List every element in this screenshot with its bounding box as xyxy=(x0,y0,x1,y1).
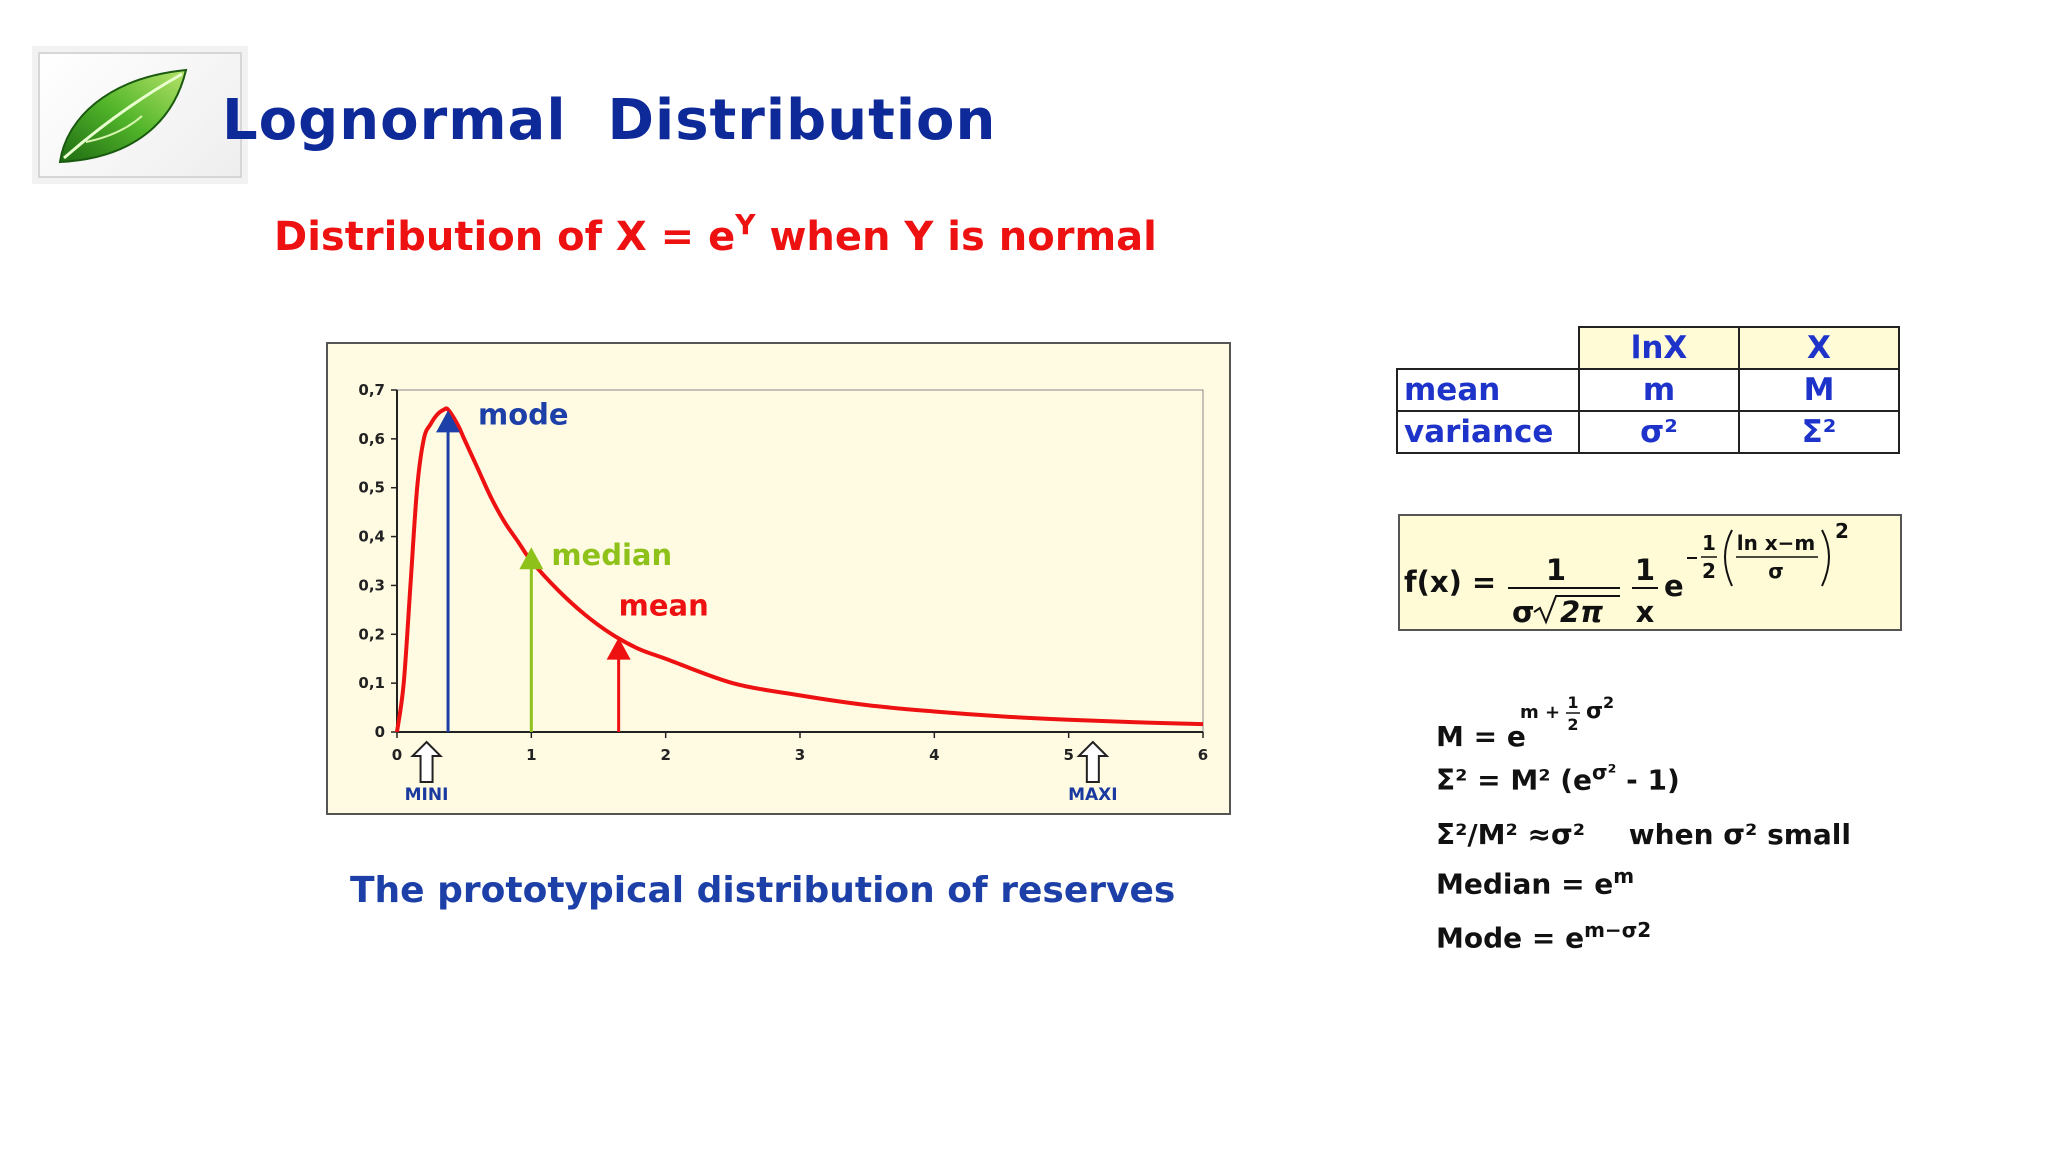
chart-axes: 0 1 2 3 4 5 6 0 0,1 0,2 0,3 0,4 0,5 0,6 0,7 xyxy=(358,381,1208,764)
cell-mean-lnx: m xyxy=(1578,368,1740,412)
subtitle-superscript: Y xyxy=(735,208,756,241)
pdf-formula: f(x) = 1 σ 2π 1 x e 1 2 ln x−m σ 2 xyxy=(1404,519,1849,629)
mode-arrow-head xyxy=(436,410,461,433)
lognormal-chart: 0 1 2 3 4 5 6 0 0,1 0,2 0,3 0,4 0,5 0,6 0,7 mode median… xyxy=(326,342,1231,815)
pdf-exp-inner-num: ln x−m xyxy=(1737,531,1816,555)
parameters-table: lnX X mean m M variance σ² Σ² xyxy=(1396,326,1900,454)
mean-relation-exp-m: m + xyxy=(1520,702,1560,723)
mini-label: MINI xyxy=(405,785,449,805)
mean-relation: M = e m + 1 2 σ 2 xyxy=(1436,690,1736,754)
slide-title: Lognormal Distribution xyxy=(222,88,997,153)
maxi-label: MAXI xyxy=(1068,785,1118,805)
x-tick-label: 2 xyxy=(660,746,670,764)
variance-relation-tail: - 1) xyxy=(1616,763,1680,797)
pdf-num2: 1 xyxy=(1635,553,1655,587)
square-root-icon xyxy=(1533,595,1620,625)
pdf-num1: 1 xyxy=(1546,553,1566,587)
median-relation-text: Median = e xyxy=(1436,867,1614,901)
plot-area xyxy=(396,389,1204,733)
x-tick-label: 4 xyxy=(929,746,939,764)
table-row: mean m M xyxy=(1396,368,1900,412)
row-label-variance: variance xyxy=(1396,410,1580,454)
subtitle-text: Distribution of X = e xyxy=(274,214,736,260)
cell-variance-x: Σ² xyxy=(1738,410,1900,454)
column-header-lnx: lnX xyxy=(1578,326,1740,370)
median-relation-exp: m xyxy=(1613,864,1635,888)
left-paren-icon xyxy=(1724,529,1733,587)
y-tick-label: 0,6 xyxy=(358,430,385,448)
y-tick-label: 0,5 xyxy=(358,479,385,497)
pdf-e: e xyxy=(1664,569,1684,603)
mode-relation: Mode = em−σ2 xyxy=(1436,918,1651,954)
pdf-formula-box: f(x) = 1 σ 2π 1 x e 1 2 ln x−m σ 2 xyxy=(1398,514,1902,631)
chart-marks: mode median mean MINI MAXI xyxy=(395,397,1204,805)
mean-relation-half-num: 1 xyxy=(1567,693,1578,712)
column-header-x: X xyxy=(1738,326,1900,370)
ratio-relation-condition: when σ² small xyxy=(1628,818,1852,851)
x-tick-label: 0 xyxy=(392,746,402,764)
mean-relation-exp-sigma: σ xyxy=(1586,699,1603,724)
x-tick-label: 1 xyxy=(526,746,536,764)
x-tick-label: 3 xyxy=(795,746,805,764)
x-tick-label: 5 xyxy=(1063,746,1073,764)
y-tick-label: 0,4 xyxy=(358,528,385,546)
chart-caption: The prototypical distribution of reserve… xyxy=(350,870,1176,911)
lognormal-curve xyxy=(395,406,1204,733)
y-tick-label: 0,7 xyxy=(358,381,385,399)
table-corner xyxy=(1397,327,1580,370)
mode-relation-text: Mode = e xyxy=(1436,921,1585,955)
pdf-den1-root: 2π xyxy=(1560,595,1603,629)
pdf-den2: x xyxy=(1636,595,1655,629)
mean-relation-half-den: 2 xyxy=(1567,715,1578,734)
subtitle-text-end: when Y is normal xyxy=(755,214,1157,260)
ratio-relation: Σ²/M² ≈σ² when σ² small xyxy=(1436,818,1851,851)
variance-relation: Σ² = M² (eσ² - 1) xyxy=(1436,760,1680,796)
pdf-exp-inner-den: σ xyxy=(1768,559,1784,583)
y-tick-label: 0,2 xyxy=(358,625,385,643)
ratio-relation-text: Σ²/M² ≈σ² xyxy=(1436,818,1586,851)
cell-mean-x: M xyxy=(1738,368,1900,412)
mean-relation-formula: M = e m + 1 2 σ 2 xyxy=(1436,693,1614,753)
mean-relation-lhs: M = e xyxy=(1436,720,1526,753)
y-tick-label: 0 xyxy=(375,723,385,741)
table-header-row: lnX X xyxy=(1397,326,1900,370)
pdf-exp-half-num: 1 xyxy=(1702,531,1716,555)
green-leaf-icon xyxy=(58,68,188,164)
pdf-exp-power: 2 xyxy=(1835,519,1849,543)
right-paren-icon xyxy=(1821,529,1830,587)
mean-arrow-head xyxy=(606,637,631,660)
hollow-up-arrow-icon xyxy=(410,740,443,783)
variance-relation-text: Σ² = M² (e xyxy=(1436,763,1593,797)
mean-relation-exp-pow: 2 xyxy=(1603,693,1614,712)
median-arrow-head xyxy=(519,547,544,570)
variance-relation-exp: σ² xyxy=(1592,760,1617,784)
mean-label: mean xyxy=(619,589,709,623)
mode-relation-exp: m−σ2 xyxy=(1584,918,1652,942)
x-tick-label: 6 xyxy=(1198,746,1208,764)
median-label: median xyxy=(551,538,672,572)
chart-canvas: 0 1 2 3 4 5 6 0 0,1 0,2 0,3 0,4 0,5 0,6 0,7 mode median… xyxy=(358,381,1208,805)
table-row: variance σ² Σ² xyxy=(1396,410,1900,454)
row-label-mean: mean xyxy=(1396,368,1580,412)
y-tick-label: 0,3 xyxy=(358,576,385,594)
median-relation: Median = em xyxy=(1436,864,1634,900)
slide-subtitle: Distribution of X = eY when Y is normal xyxy=(274,211,1157,261)
pdf-lhs: f(x) = xyxy=(1404,565,1496,599)
mode-label: mode xyxy=(478,397,569,431)
y-tick-label: 0,1 xyxy=(358,674,385,692)
pdf-exp-half-den: 2 xyxy=(1702,559,1716,583)
slide-logo xyxy=(38,52,242,178)
hollow-up-arrow-icon xyxy=(1076,740,1110,783)
pdf-den1-sigma: σ xyxy=(1512,595,1535,629)
cell-variance-lnx: σ² xyxy=(1578,410,1740,454)
